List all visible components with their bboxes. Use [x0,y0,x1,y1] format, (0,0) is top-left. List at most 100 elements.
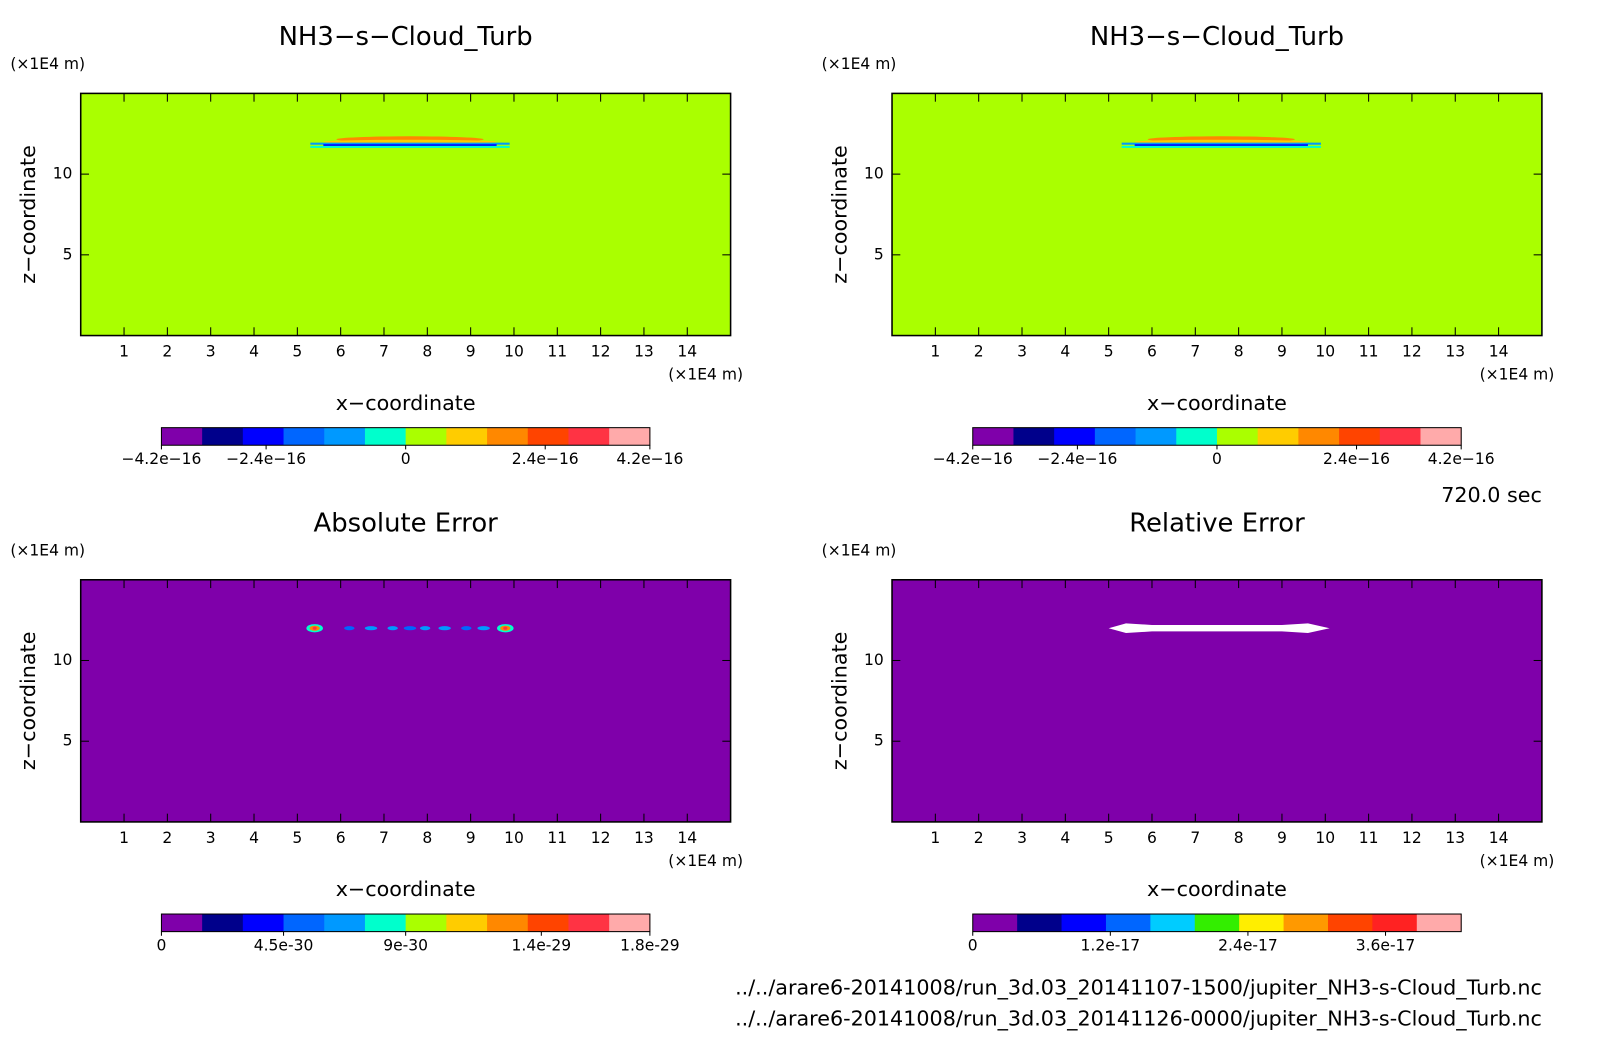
colorbar-segment [487,914,529,932]
colorbar-segment [487,427,529,446]
x-tick-label: 1 [119,343,129,361]
colorbar-tick-label: 2.4e−16 [512,450,579,468]
x-tick-label: 10 [1315,829,1335,847]
x-tick-label: 6 [1147,343,1157,361]
panel: NH3−s−Cloud_Turb(×1E4 m)1 2 3 4 5 6 7 8 9 10 11 12 1… [822,22,1555,468]
panel-title: NH3−s−Cloud_Turb [1090,22,1344,52]
y-unit: (×1E4 m) [10,541,85,559]
colorbar-segment [1017,914,1063,932]
y-tick-label: 5 [63,245,73,263]
colorbar-segment [161,427,203,446]
x-tick-label: 9 [466,343,476,361]
x-tick-label: 8 [1234,829,1244,847]
colorbar-frame [972,913,1462,933]
colorbar-tick-label: 9e-30 [383,937,428,955]
panel-title: NH3−s−Cloud_Turb [279,22,533,52]
colorbar-segment [202,427,244,446]
x-tick-label: 5 [1104,343,1114,361]
colorbar-tick-label: 1.4e-29 [512,937,572,955]
colorbar-segment [1339,427,1381,446]
x-tick-label: 5 [292,829,302,847]
x-tick-label: 13 [634,829,654,847]
colorbar-tick-label: 4.2e−16 [616,450,683,468]
panel: Absolute Error(×1E4 m)1 2 3 4 5 6 7 8 9 10 11 12 13 1… [10,508,743,954]
x-unit: (×1E4 m) [1480,852,1555,870]
colorbar-tick-label: 0 [156,937,166,955]
colorbar-tick-label: 4.2e−16 [1428,450,1495,468]
colorbar-tick-label: −4.2e−16 [933,450,1013,468]
x-tick-label: 2 [974,829,984,847]
x-tick-label: 7 [379,829,389,847]
colorbar-tick-label: 2.4e-17 [1218,937,1278,955]
x-tick-label: 1 [930,829,940,847]
colorbar-tick-label: −2.4e−16 [1037,450,1117,468]
x-tick-label: 13 [634,343,654,361]
colorbar-segment [1094,427,1137,446]
field-feature [419,626,431,631]
x-tick-label: 3 [1017,829,1027,847]
colorbar-segment [364,914,407,932]
colorbar-segment [446,427,488,446]
field [80,93,731,336]
x-tick-label: 10 [504,343,524,361]
x-tick-label: 11 [1359,343,1379,361]
colorbar-segment [283,914,325,932]
colorbar-segment [609,427,651,446]
colorbar-segment [1372,914,1418,932]
y-axis-label: z−coordinate [827,145,851,284]
x-tick-label: 6 [336,829,346,847]
colorbar-segment [1105,914,1151,932]
colorbar-tick-label: 1.8e-29 [620,937,680,955]
x-unit: (×1E4 m) [1480,365,1555,383]
colorbar-segment [1194,914,1240,932]
colorbar-tick-label: 2.4e−16 [1323,450,1390,468]
time-label: 720.0 sec [1441,483,1542,507]
colorbar-segment [324,914,366,932]
x-tick-label: 2 [974,343,984,361]
field [892,93,1542,336]
x-axis-label: x−coordinate [1147,877,1287,901]
field-feature [310,142,510,145]
colorbar-segment [283,427,325,446]
colorbar-segment [1135,427,1177,446]
x-tick-label: 5 [292,343,302,361]
x-tick-label: 7 [1190,829,1200,847]
x-tick-label: 9 [1277,343,1287,361]
y-tick-label: 10 [53,651,73,669]
x-tick-label: 7 [1190,343,1200,361]
y-axis-label: z−coordinate [16,632,40,771]
panel-title: Relative Error [1129,508,1305,538]
field-feature [461,626,472,631]
field-feature [477,626,490,631]
y-tick-label: 10 [53,165,73,183]
x-tick-label: 14 [1489,343,1509,361]
colorbar-segment [609,914,651,932]
panel: NH3−s−Cloud_Turb(×1E4 m)1 2 3 4 5 6 7 8 9 10 11 12 1… [10,22,743,468]
colorbar-segment [568,427,610,446]
colorbar-tick-label: 0 [968,937,978,955]
colorbar-segment [1176,427,1218,446]
x-tick-label: 12 [1402,343,1422,361]
x-tick-label: 14 [677,343,697,361]
colorbar-segment [242,427,285,446]
plot-frame [79,579,732,823]
field-feature [344,626,355,631]
y-axis-label: z−coordinate [827,632,851,771]
x-tick-label: 10 [1315,343,1335,361]
x-tick-label: 1 [119,829,129,847]
file-path: ../../arare6-20141008/run_3d.03_20141126… [735,1007,1542,1032]
field-feature [310,145,510,148]
colorbar-tick-label: 0 [401,450,411,468]
x-tick-label: 13 [1445,343,1465,361]
colorbar-segment [242,914,285,932]
panel: Relative Error(×1E4 m)1 2 3 4 5 6 7 8 9 10 11 12 13 1… [822,508,1555,954]
x-tick-label: 4 [1060,829,1070,847]
colorbar-segment [1061,914,1107,932]
colorbar-segment [972,427,1014,446]
field-feature [364,626,378,631]
colorbar-segment [527,914,569,932]
colorbar-segment [972,914,1018,932]
x-unit: (×1E4 m) [668,852,743,870]
colorbar-tick-label: 1.2e-17 [1081,937,1141,955]
